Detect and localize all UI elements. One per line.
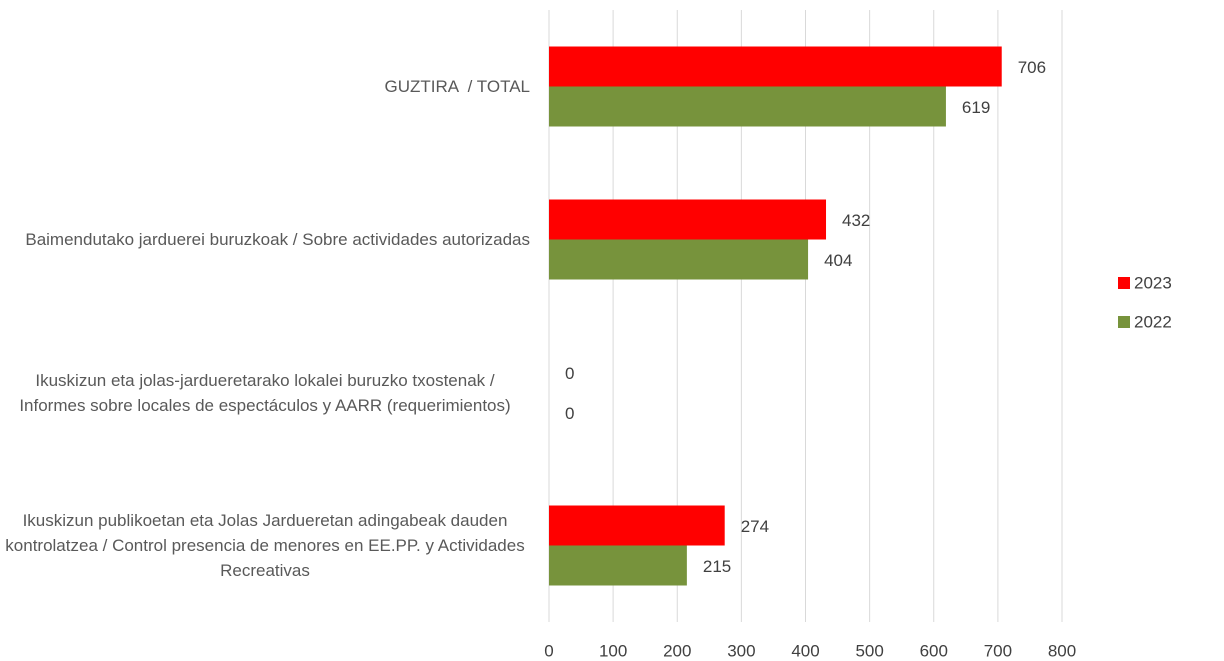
x-tick-label: 400	[791, 641, 819, 660]
data-label: 619	[962, 98, 990, 117]
bar	[549, 199, 827, 240]
y-tick-label: Ikuskizun publikoetan eta Jolas Jarduere…	[5, 511, 530, 580]
legend-label: 2023	[1134, 273, 1172, 292]
legend-swatch	[1118, 277, 1130, 289]
category-label-box: Ikuskizun publikoetan eta Jolas Jarduere…	[0, 469, 530, 622]
data-label: 432	[842, 211, 870, 230]
bar	[549, 239, 809, 280]
x-tick-label: 500	[855, 641, 883, 660]
data-label: 0	[565, 404, 574, 423]
x-tick-label: 0	[544, 641, 553, 660]
y-tick-label: Ikuskizun eta jolas-jardueretarako lokal…	[19, 370, 511, 415]
y-tick-label: GUZTIRA / TOTAL	[384, 77, 530, 96]
category-label-box: Baimendutako jarduerei buruzkoak / Sobre…	[0, 163, 530, 316]
category-label-box: GUZTIRA / TOTAL	[0, 10, 530, 163]
y-tick-label: Baimendutako jarduerei buruzkoak / Sobre…	[25, 230, 530, 249]
data-label: 215	[703, 557, 731, 576]
data-label: 404	[824, 251, 852, 270]
legend-label: 2022	[1134, 312, 1172, 331]
data-label: 0	[565, 364, 574, 383]
data-label: 706	[1018, 58, 1046, 77]
bar	[549, 545, 687, 586]
category-label-box: Ikuskizun eta jolas-jardueretarako lokal…	[0, 316, 530, 469]
x-tick-label: 200	[663, 641, 691, 660]
x-tick-label: 700	[984, 641, 1012, 660]
bar	[549, 46, 1002, 87]
bar	[549, 86, 946, 127]
bar	[549, 505, 725, 546]
x-tick-label: 800	[1048, 641, 1076, 660]
legend-swatch	[1118, 316, 1130, 328]
x-tick-label: 100	[599, 641, 627, 660]
data-label: 274	[741, 517, 769, 536]
x-tick-label: 600	[920, 641, 948, 660]
x-tick-label: 300	[727, 641, 755, 660]
